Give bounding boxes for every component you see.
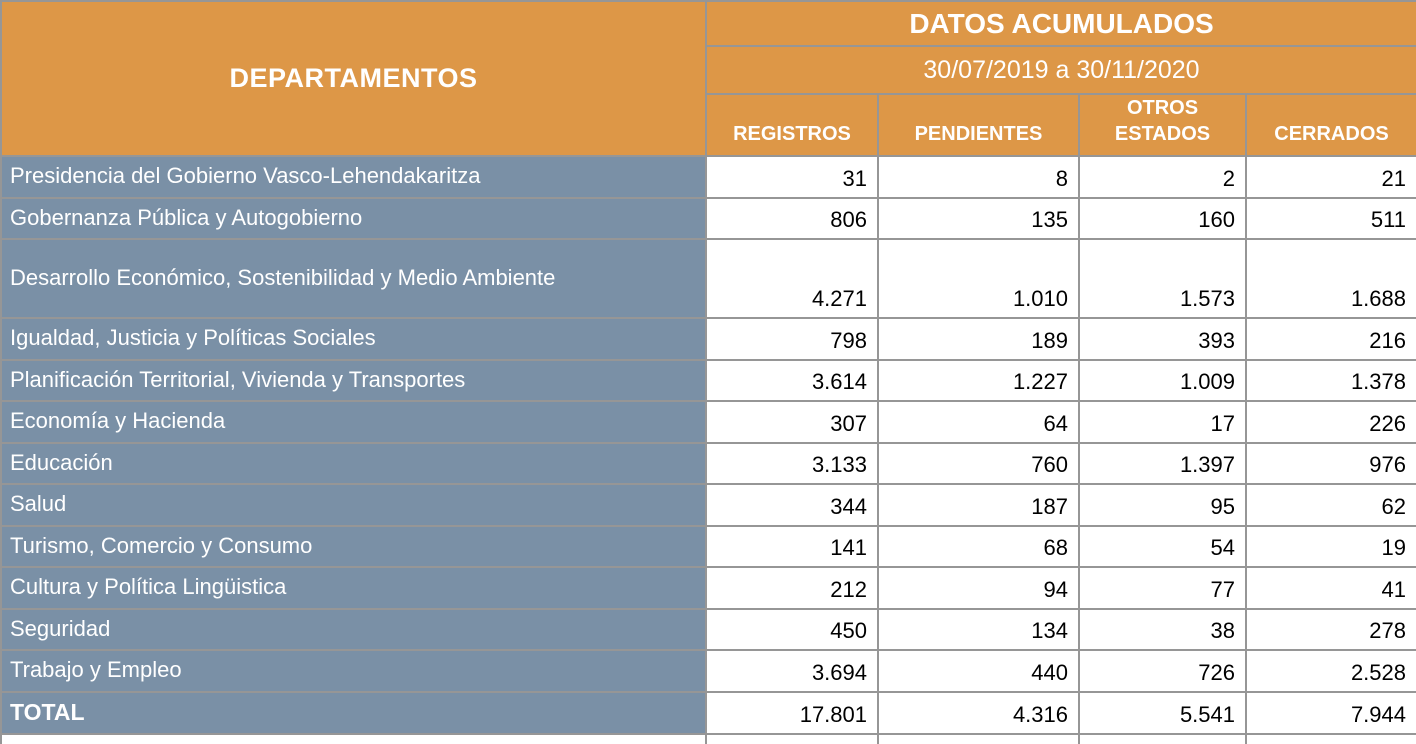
otros-estados-cell: 1.009	[1078, 358, 1247, 402]
cerrados-cell: 21	[1245, 155, 1416, 199]
department-cell: Salud	[0, 483, 707, 527]
pendientes-cell: 189	[877, 317, 1080, 361]
cerrados-cell: 511	[1245, 196, 1416, 240]
column-header-otros-estados: OTROS ESTADOS	[1078, 93, 1247, 157]
cerrados-cell: 278	[1245, 607, 1416, 651]
pendientes-cell: 64	[877, 400, 1080, 444]
department-cell: Seguridad	[0, 607, 707, 651]
column-header-pendientes: PENDIENTES	[877, 93, 1080, 157]
cerrados-cell: 1.378	[1245, 358, 1416, 402]
registros-cell: 798	[705, 317, 879, 361]
registros-cell: 450	[705, 607, 879, 651]
table-row: Economía y Hacienda 307 64 17 226	[0, 400, 1416, 444]
pendientes-cell: 187	[877, 483, 1080, 527]
table-row: Cultura y Política Lingüistica 212 94 77…	[0, 566, 1416, 610]
department-cell: Turismo, Comercio y Consumo	[0, 524, 707, 568]
cerrados-cell: 41	[1245, 566, 1416, 610]
otros-estados-cell: 393	[1078, 317, 1247, 361]
empty-cell	[705, 732, 879, 744]
otros-estados-cell: 2	[1078, 155, 1247, 199]
table-row: Seguridad 450 134 38 278	[0, 607, 1416, 651]
total-row: TOTAL 17.801 4.316 5.541 7.944	[0, 690, 1416, 735]
department-cell: Gobernanza Pública y Autogobierno	[0, 196, 707, 240]
department-cell: Educación	[0, 441, 707, 485]
cerrados-cell: 1.688	[1245, 238, 1416, 319]
registros-cell: 344	[705, 483, 879, 527]
registros-cell: 307	[705, 400, 879, 444]
table-row: Planificación Territorial, Vivienda y Tr…	[0, 358, 1416, 402]
cerrados-cell: 226	[1245, 400, 1416, 444]
cerrados-cell: 216	[1245, 317, 1416, 361]
department-cell: Planificación Territorial, Vivienda y Tr…	[0, 358, 707, 402]
otros-estados-cell: 38	[1078, 607, 1247, 651]
column-header-cerrados: CERRADOS	[1245, 93, 1416, 157]
otros-estados-cell: 160	[1078, 196, 1247, 240]
date-range: 30/07/2019 a 30/11/2020	[705, 45, 1416, 95]
table-row: Salud 344 187 95 62	[0, 483, 1416, 527]
empty-cell	[1078, 732, 1247, 744]
registros-cell: 3.614	[705, 358, 879, 402]
empty-cell	[1245, 732, 1416, 744]
table-row: Gobernanza Pública y Autogobierno 806 13…	[0, 196, 1416, 240]
department-cell: Economía y Hacienda	[0, 400, 707, 444]
pendientes-cell: 135	[877, 196, 1080, 240]
otros-estados-cell: 95	[1078, 483, 1247, 527]
total-otros-estados-cell: 5.541	[1078, 690, 1247, 735]
otros-estados-cell: 54	[1078, 524, 1247, 568]
table-row: Turismo, Comercio y Consumo 141 68 54 19	[0, 524, 1416, 568]
partial-empty-row	[0, 732, 1416, 744]
table-row: Presidencia del Gobierno Vasco-Lehendaka…	[0, 155, 1416, 199]
pendientes-cell: 1.227	[877, 358, 1080, 402]
table-body: Presidencia del Gobierno Vasco-Lehendaka…	[0, 155, 1416, 744]
registros-cell: 806	[705, 196, 879, 240]
empty-cell	[0, 732, 707, 744]
otros-estados-cell: 77	[1078, 566, 1247, 610]
table-row: Desarrollo Económico, Sostenibilidad y M…	[0, 238, 1416, 319]
empty-cell	[877, 732, 1080, 744]
pendientes-cell: 68	[877, 524, 1080, 568]
pendientes-cell: 1.010	[877, 238, 1080, 319]
table-row: Educación 3.133 760 1.397 976	[0, 441, 1416, 485]
otros-estados-cell: 17	[1078, 400, 1247, 444]
pendientes-cell: 760	[877, 441, 1080, 485]
department-cell: Presidencia del Gobierno Vasco-Lehendaka…	[0, 155, 707, 199]
cerrados-cell: 2.528	[1245, 649, 1416, 693]
otros-estados-cell: 1.397	[1078, 441, 1247, 485]
table-header: DEPARTAMENTOS DATOS ACUMULADOS 30/07/201…	[0, 0, 1416, 157]
pendientes-cell: 134	[877, 607, 1080, 651]
department-cell: Trabajo y Empleo	[0, 649, 707, 693]
table-row: Igualdad, Justicia y Políticas Sociales …	[0, 317, 1416, 361]
registros-cell: 3.133	[705, 441, 879, 485]
pendientes-cell: 8	[877, 155, 1080, 199]
cerrados-cell: 976	[1245, 441, 1416, 485]
registros-cell: 3.694	[705, 649, 879, 693]
table-title: DATOS ACUMULADOS	[705, 0, 1416, 47]
total-registros-cell: 17.801	[705, 690, 879, 735]
column-header-registros: REGISTROS	[705, 93, 879, 157]
otros-estados-cell: 726	[1078, 649, 1247, 693]
registros-cell: 31	[705, 155, 879, 199]
total-label: TOTAL	[0, 690, 707, 735]
department-cell: Igualdad, Justicia y Políticas Sociales	[0, 317, 707, 361]
pendientes-cell: 94	[877, 566, 1080, 610]
cerrados-cell: 19	[1245, 524, 1416, 568]
departamentos-header: DEPARTAMENTOS	[0, 0, 707, 157]
table-row: Trabajo y Empleo 3.694 440 726 2.528	[0, 649, 1416, 693]
total-pendientes-cell: 4.316	[877, 690, 1080, 735]
registros-cell: 212	[705, 566, 879, 610]
registros-cell: 141	[705, 524, 879, 568]
otros-estados-cell: 1.573	[1078, 238, 1247, 319]
cerrados-cell: 62	[1245, 483, 1416, 527]
registros-cell: 4.271	[705, 238, 879, 319]
total-cerrados-cell: 7.944	[1245, 690, 1416, 735]
department-cell: Desarrollo Económico, Sostenibilidad y M…	[0, 238, 707, 319]
pendientes-cell: 440	[877, 649, 1080, 693]
department-cell: Cultura y Política Lingüistica	[0, 566, 707, 610]
